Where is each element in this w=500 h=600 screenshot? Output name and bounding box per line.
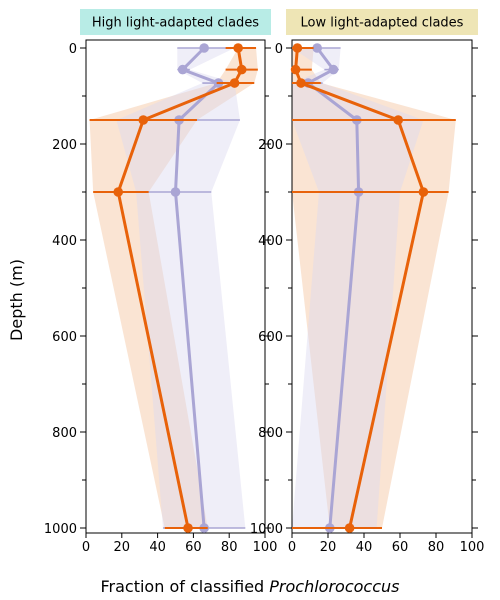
data-point-orange bbox=[236, 64, 247, 75]
x-tick-label: 100 bbox=[460, 540, 485, 555]
data-point-orange bbox=[296, 78, 306, 88]
data-point-orange bbox=[292, 43, 303, 53]
y-axis-title: Depth (m) bbox=[7, 259, 26, 341]
data-point-orange bbox=[344, 523, 355, 533]
x-tick-label: 0 bbox=[288, 540, 296, 555]
plot-frame bbox=[85, 39, 266, 534]
panel-title-box bbox=[286, 9, 478, 35]
x-tick-label: 100 bbox=[253, 540, 278, 555]
x-tick-label: 60 bbox=[392, 540, 409, 555]
x-tick-label: 20 bbox=[114, 540, 131, 555]
data-point-orange bbox=[229, 78, 240, 88]
x-tick-label: 40 bbox=[356, 540, 373, 555]
band-orange bbox=[89, 48, 258, 528]
x-tick-label: 60 bbox=[185, 540, 202, 555]
data-point-purple bbox=[328, 64, 339, 75]
series-line-purple bbox=[174, 46, 220, 529]
y-tick-label: 800 bbox=[258, 426, 283, 441]
x-axis-title-italic: Prochlorococcus bbox=[269, 577, 399, 596]
y-tick-label: 200 bbox=[52, 138, 77, 153]
data-point-orange bbox=[393, 115, 404, 125]
y-tick-label: 600 bbox=[258, 330, 283, 345]
band-purple bbox=[292, 48, 424, 528]
data-point-orange bbox=[418, 187, 429, 197]
y-tick-label: 200 bbox=[258, 138, 283, 153]
data-point-purple bbox=[312, 43, 323, 53]
data-point-purple bbox=[177, 64, 188, 75]
data-point-orange bbox=[138, 115, 149, 125]
y-tick-label: 1000 bbox=[44, 522, 77, 537]
data-point-purple bbox=[199, 43, 209, 53]
x-tick-label: 40 bbox=[149, 540, 166, 555]
data-point-orange bbox=[113, 187, 124, 197]
y-tick-label: 0 bbox=[69, 42, 77, 57]
y-tick-label: 400 bbox=[52, 234, 77, 249]
panel-title: High light-adapted clades bbox=[92, 16, 259, 31]
panel-title: Low light-adapted clades bbox=[301, 16, 464, 31]
y-tick-label: 0 bbox=[275, 42, 283, 57]
panel-title-box bbox=[80, 9, 271, 35]
y-tick-label: 400 bbox=[258, 234, 283, 249]
data-point-purple bbox=[170, 187, 181, 197]
y-tick-label: 1000 bbox=[250, 522, 283, 537]
y-tick-label: 800 bbox=[52, 426, 77, 441]
x-tick-label: 80 bbox=[428, 540, 445, 555]
band-purple bbox=[116, 48, 246, 528]
data-point-orange bbox=[233, 43, 243, 53]
data-point-orange bbox=[290, 64, 301, 75]
plot-frame bbox=[291, 39, 473, 534]
x-tick-label: 20 bbox=[320, 540, 337, 555]
data-point-orange bbox=[183, 523, 193, 533]
x-tick-label: 0 bbox=[82, 540, 90, 555]
x-tick-label: 80 bbox=[221, 540, 238, 555]
x-axis-title: Fraction of classified Prochlorococcus bbox=[100, 577, 399, 596]
y-tick-label: 600 bbox=[52, 330, 77, 345]
x-axis-title-prefix: Fraction of classified bbox=[100, 577, 269, 596]
